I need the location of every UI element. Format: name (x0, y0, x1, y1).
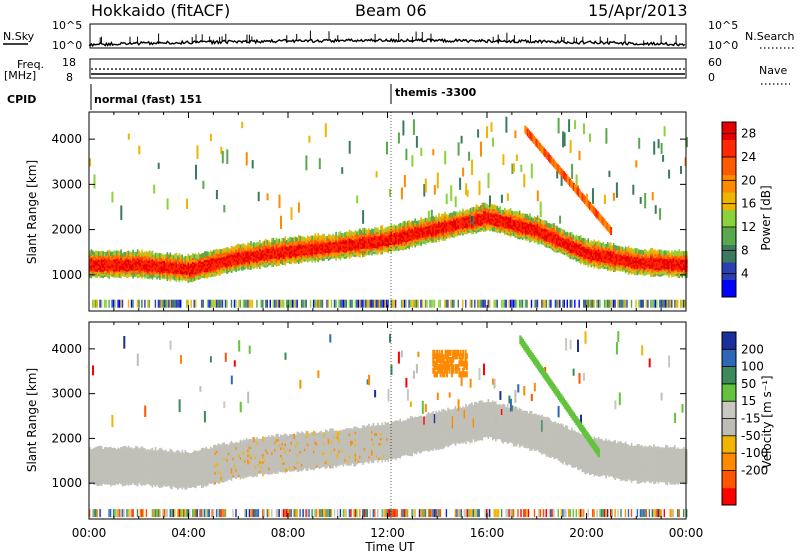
colorbar-swatch (722, 210, 736, 228)
x-tick-label: 08:00 (271, 526, 306, 540)
power-colorbar: 4 8 12 16 20 24 28 (722, 122, 756, 298)
power-ylabel: Slant Range [km] (25, 160, 39, 264)
colorbar-tick-label: 100 (741, 360, 764, 374)
freq-unit: [MHz] (4, 69, 36, 82)
nsearch-tick-top: 10^5 (708, 19, 738, 32)
colorbar-swatch (722, 122, 736, 140)
nsearch-tick-bottom: 10^0 (708, 39, 738, 52)
colorbar-tick-label: 200 (741, 342, 764, 356)
station-title: Hokkaido (fitACF) (91, 1, 230, 20)
x-tick-labels: 00:00 04:00 08:00 12:00 16:00 20:00 00:00 (72, 526, 704, 540)
colorbar-swatch (722, 192, 736, 210)
velocity-ylabel: Slant Range [km] (25, 368, 39, 472)
cpid-segment-themis: themis -3300 (395, 86, 477, 99)
colorbar-tick-label: -15 (741, 412, 761, 426)
noise-panel-frame (90, 24, 686, 48)
colorbar-tick-label: 4 (741, 267, 749, 281)
colorbar-swatch (722, 349, 736, 367)
x-tick-label: 20:00 (569, 526, 604, 540)
nsky-label: N.Sky (3, 30, 35, 43)
cpid-segment-normal: normal (fast) 151 (94, 93, 202, 106)
colorbar-swatch (722, 262, 736, 280)
nave-label: Nave (759, 64, 787, 77)
y-tick-label: 4000 (51, 132, 82, 146)
x-tick-label: 04:00 (171, 526, 206, 540)
colorbar-tick-label: 28 (741, 127, 756, 141)
date-title: 15/Apr/2013 (588, 1, 688, 20)
colorbar-tick-label: 24 (741, 150, 756, 164)
y-tick-label: 2000 (51, 431, 82, 445)
colorbar-swatch (722, 280, 736, 298)
colorbar-swatch (722, 436, 736, 454)
colorbar-swatch (722, 453, 736, 471)
colorbar-swatch (722, 227, 736, 245)
colorbar-swatch (722, 470, 736, 488)
colorbar-swatch (722, 175, 736, 193)
cpid-label: CPID (7, 93, 36, 106)
x-tick-label: 00:00 (72, 526, 107, 540)
colorbar-swatch (722, 140, 736, 158)
freq-tick-top: 18 (62, 56, 76, 69)
nsky-tick-top: 10^5 (52, 19, 82, 32)
colorbar-swatch (722, 245, 736, 263)
x-tick-label: 12:00 (370, 526, 405, 540)
colorbar-tick-label: 20 (741, 173, 756, 187)
beam-title: Beam 06 (355, 1, 427, 20)
colorbar-tick-label: -50 (741, 429, 761, 443)
colorbar-tick-label: 50 (741, 377, 756, 391)
nave-tick-top: 60 (708, 56, 722, 69)
x-tick-label: 00:00 (669, 526, 704, 540)
nave-tick-bottom: 0 (708, 71, 715, 84)
colorbar-swatch (722, 488, 736, 506)
y-tick-label: 1000 (51, 476, 82, 490)
colorbar-swatch (722, 332, 736, 350)
x-tick-label: 16:00 (470, 526, 505, 540)
colorbar-swatch (722, 384, 736, 402)
colorbar-tick-label: 16 (741, 197, 756, 211)
nsky-tick-bottom: 10^0 (52, 39, 82, 52)
velocity-colorbar-label: Velocity [m s⁻¹] (760, 375, 774, 468)
y-tick-label: 3000 (51, 387, 82, 401)
colorbar-swatch (722, 367, 736, 385)
nsearch-label: N.Search (745, 30, 795, 43)
x-axis-title: Time UT (364, 540, 415, 554)
y-tick-label: 1000 (51, 268, 82, 282)
y-tick-label: 3000 (51, 177, 82, 191)
colorbar-tick-label: 8 (741, 243, 749, 257)
freq-tick-bottom: 8 (66, 71, 73, 84)
y-tick-label: 2000 (51, 223, 82, 237)
colorbar-tick-label: 12 (741, 220, 756, 234)
colorbar-tick-label: 15 (741, 394, 756, 408)
colorbar-swatch (722, 419, 736, 437)
power-colorbar-label: Power [dB] (759, 185, 773, 250)
colorbar-swatch (722, 157, 736, 175)
nsky-trace (89, 31, 685, 46)
colorbar-swatch (722, 401, 736, 419)
y-tick-label: 4000 (51, 342, 82, 356)
